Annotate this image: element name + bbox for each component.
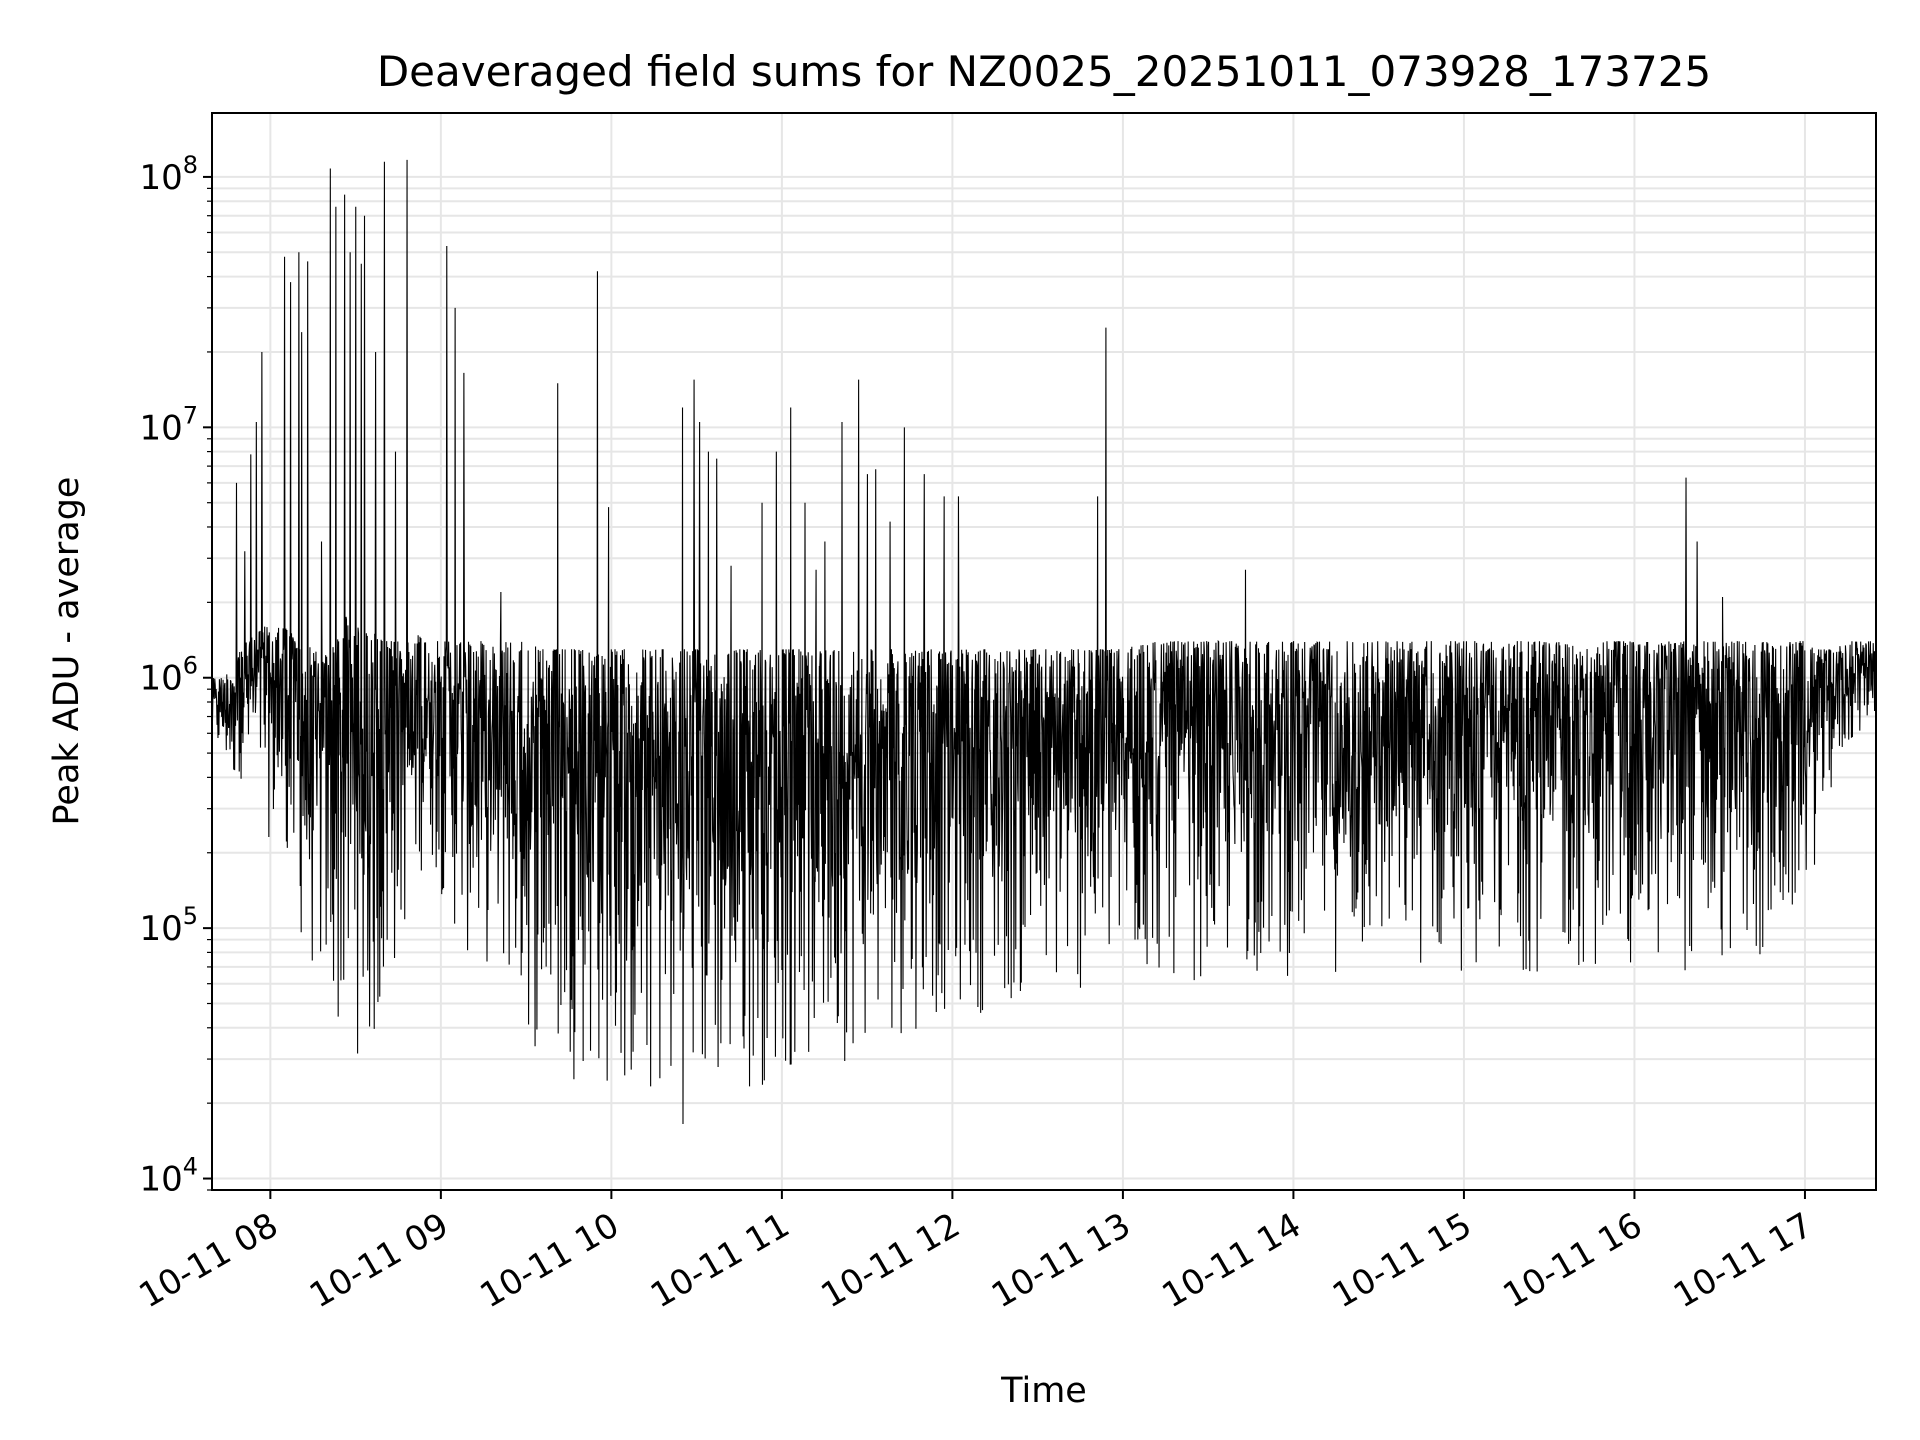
chart-title: Deaveraged field sums for NZ0025_2025101… bbox=[377, 47, 1711, 96]
y-tick-label: 108 bbox=[139, 151, 198, 198]
y-tick-label: 106 bbox=[139, 652, 198, 699]
y-axis-label: Peak ADU - average bbox=[47, 477, 87, 826]
plot-area bbox=[212, 159, 1876, 1124]
x-axis-label: Time bbox=[1000, 1371, 1087, 1411]
y-tick-label: 104 bbox=[139, 1153, 198, 1200]
y-axis: 104 105 106 107 108 bbox=[139, 151, 212, 1200]
y-tick-label: 105 bbox=[139, 902, 198, 949]
series-line bbox=[212, 159, 1876, 1124]
y-tick-label: 107 bbox=[139, 401, 198, 448]
plot-frame bbox=[211, 112, 1877, 1191]
